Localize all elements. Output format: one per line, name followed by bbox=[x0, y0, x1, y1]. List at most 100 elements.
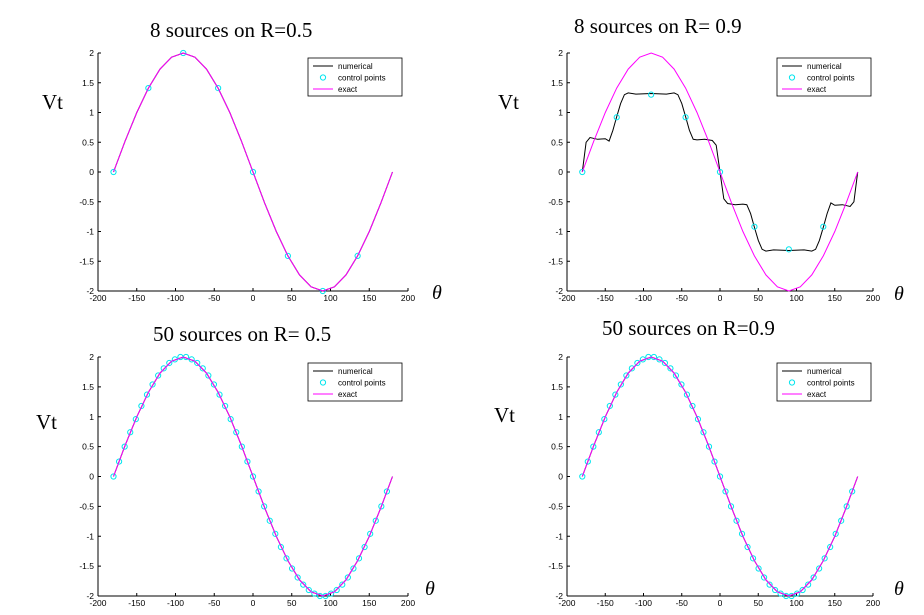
control-point bbox=[843, 503, 850, 510]
x-tick-label: 0 bbox=[251, 293, 256, 303]
control-point bbox=[180, 49, 187, 57]
legend-label: exact bbox=[807, 390, 827, 399]
control-point bbox=[210, 381, 218, 388]
control-point bbox=[821, 555, 828, 562]
x-tick-label: -50 bbox=[208, 293, 221, 303]
x-axis-label: θ bbox=[432, 282, 442, 304]
x-tick-label: 150 bbox=[828, 598, 842, 608]
control-point bbox=[760, 574, 768, 581]
control-point bbox=[261, 503, 268, 510]
y-tick-label: 0 bbox=[558, 472, 563, 482]
control-point bbox=[378, 503, 385, 510]
y-tick-label: -1 bbox=[555, 227, 563, 237]
y-tick-label: 1 bbox=[558, 108, 563, 118]
control-point bbox=[143, 391, 151, 398]
y-axis-label: Vt bbox=[36, 410, 57, 434]
control-point bbox=[249, 168, 257, 176]
control-point bbox=[623, 372, 630, 379]
control-point bbox=[132, 416, 139, 423]
x-tick-label: -200 bbox=[558, 293, 575, 303]
chart-panel-3: 50 sources on R= 0.5 Vt θ -200 -150 -100 -5… bbox=[0, 308, 462, 615]
control-point bbox=[716, 473, 724, 480]
control-point bbox=[121, 443, 128, 450]
control-point bbox=[305, 586, 312, 594]
control-point bbox=[294, 574, 301, 581]
legend-box bbox=[776, 57, 872, 97]
control-point bbox=[716, 168, 724, 176]
x-tick-label: 0 bbox=[251, 598, 256, 608]
control-point bbox=[579, 473, 586, 480]
control-point bbox=[372, 517, 379, 524]
axes: -200 -150 -100 -50 0 50 100 150 200 2 1.5 1 0.5 0 -0.5… bbox=[548, 352, 880, 608]
y-tick-label: 1.5 bbox=[82, 78, 94, 88]
control-point bbox=[215, 85, 222, 92]
x-tick-label: 0 bbox=[718, 293, 723, 303]
x-axis-label: θ bbox=[894, 283, 904, 305]
x-tick-label: 150 bbox=[362, 293, 376, 303]
control-point bbox=[689, 402, 696, 410]
legend-box bbox=[307, 362, 403, 402]
control-point bbox=[361, 543, 368, 551]
control-point bbox=[355, 555, 363, 562]
chart-title: 50 sources on R=0.9 bbox=[602, 316, 775, 340]
x-tick-label: -150 bbox=[128, 598, 145, 608]
control-point bbox=[711, 458, 718, 465]
control-point bbox=[648, 91, 655, 98]
series-control-points bbox=[110, 49, 361, 295]
control-point bbox=[266, 517, 273, 524]
x-tick-label: -50 bbox=[208, 598, 221, 608]
control-point bbox=[255, 488, 262, 495]
y-tick-label: 0 bbox=[89, 167, 94, 177]
control-point bbox=[333, 586, 340, 594]
y-tick-label: -0.5 bbox=[548, 197, 563, 207]
control-point bbox=[827, 543, 834, 551]
x-tick-label: -150 bbox=[597, 293, 614, 303]
legend-box bbox=[776, 362, 872, 402]
control-point bbox=[115, 458, 123, 465]
control-point bbox=[272, 530, 279, 537]
control-point bbox=[683, 391, 691, 398]
chart-title: 50 sources on R= 0.5 bbox=[153, 322, 332, 346]
control-point bbox=[682, 114, 689, 121]
x-tick-label: -50 bbox=[676, 293, 689, 303]
y-tick-label: -1 bbox=[86, 227, 94, 237]
control-point bbox=[722, 488, 729, 495]
chart-panel-2: 8 sources on R= 0.9 Vt θ -200 -150 -100 -50… bbox=[462, 0, 924, 308]
control-point bbox=[383, 488, 391, 495]
y-tick-label: -1 bbox=[86, 531, 94, 541]
chart-title: 8 sources on R= 0.9 bbox=[574, 14, 742, 38]
control-point bbox=[590, 443, 597, 450]
series-control-points bbox=[579, 353, 856, 600]
plot-area: -200 -150 -100 -50 0 50 100 150 200 2 1.5 1 0.5 0 -0.5… bbox=[79, 352, 415, 608]
x-tick-label: 200 bbox=[401, 293, 415, 303]
x-tick-label: -100 bbox=[635, 598, 652, 608]
control-point bbox=[595, 429, 602, 436]
control-point bbox=[606, 402, 613, 410]
x-tick-label: 100 bbox=[323, 598, 337, 608]
control-point bbox=[849, 488, 856, 495]
control-point bbox=[744, 543, 751, 551]
y-tick-label: 0.5 bbox=[551, 137, 563, 147]
x-axis-label: θ bbox=[425, 578, 435, 600]
series-control-points bbox=[110, 353, 391, 600]
y-tick-label: -0.5 bbox=[79, 501, 94, 511]
control-point bbox=[138, 402, 145, 410]
x-tick-label: 150 bbox=[828, 293, 842, 303]
legend-label: control points bbox=[807, 74, 855, 83]
control-point bbox=[205, 372, 212, 379]
control-point bbox=[199, 365, 206, 372]
y-tick-label: 1 bbox=[89, 412, 94, 422]
x-tick-label: 200 bbox=[866, 293, 880, 303]
y-tick-label: 2 bbox=[558, 352, 563, 362]
axes: -200 -150 -100 -50 0 50 100 150 200 2 1.5 1 0.5 0 -0.5… bbox=[79, 352, 415, 608]
legend: numerical control points exact bbox=[307, 57, 403, 97]
series-line-exact bbox=[581, 356, 859, 597]
x-tick-label: 200 bbox=[401, 598, 415, 608]
control-point bbox=[738, 530, 746, 537]
y-tick-label: 0 bbox=[89, 472, 94, 482]
x-tick-label: -100 bbox=[167, 293, 184, 303]
control-point bbox=[805, 581, 812, 588]
control-point bbox=[755, 565, 762, 572]
y-tick-label: -1.5 bbox=[79, 256, 94, 266]
y-tick-label: -2 bbox=[555, 591, 563, 601]
